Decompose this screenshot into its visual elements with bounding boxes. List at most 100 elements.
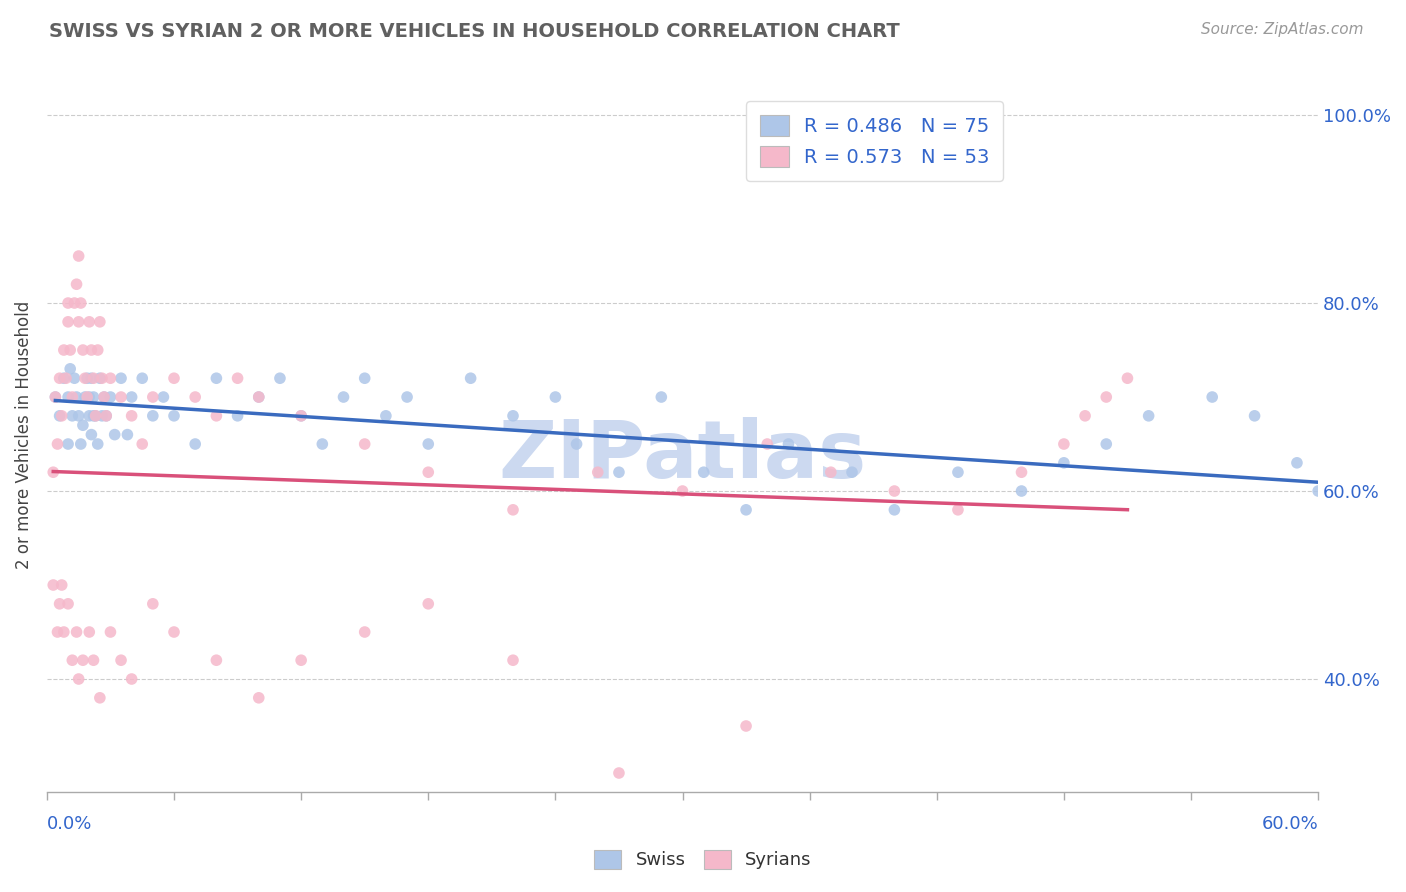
Point (77, 315, 100, 329)
Point (1350, 531, 1372, 545)
Point (59, 343, 82, 357)
Point (48, 597, 70, 611)
Point (1011, 483, 1033, 498)
Point (46, 625, 69, 640)
Point (110, 653, 132, 667)
Legend: Swiss, Syrians: Swiss, Syrians (585, 840, 821, 879)
Point (290, 409, 312, 423)
Point (110, 390, 132, 404)
Point (205, 409, 228, 423)
Point (163, 409, 186, 423)
Point (76, 371, 98, 385)
Point (110, 371, 132, 385)
Point (77, 409, 100, 423)
Point (883, 483, 905, 498)
Point (353, 625, 375, 640)
Point (42, 465, 65, 479)
Point (131, 437, 153, 451)
Point (142, 409, 165, 423)
Point (55, 371, 77, 385)
Point (65, 277, 87, 292)
Point (121, 390, 143, 404)
Point (67, 249, 90, 263)
Point (56, 315, 79, 329)
Point (544, 390, 567, 404)
Point (502, 503, 524, 517)
Point (69, 296, 91, 310)
Point (374, 409, 396, 423)
Point (56, 437, 79, 451)
Point (52, 625, 75, 640)
Point (83, 371, 105, 385)
Point (56, 597, 79, 611)
Point (48, 371, 70, 385)
Point (80, 427, 103, 442)
Point (77, 625, 100, 640)
Point (1285, 456, 1308, 470)
Point (1116, 371, 1139, 385)
Point (565, 437, 588, 451)
Point (65, 625, 87, 640)
Point (46, 437, 69, 451)
Point (841, 465, 863, 479)
Point (117, 427, 139, 442)
Point (756, 437, 779, 451)
Point (205, 653, 228, 667)
Point (76, 390, 98, 404)
Point (1392, 437, 1406, 451)
Point (44, 390, 66, 404)
Point (67, 672, 90, 686)
Point (77, 390, 100, 404)
Point (67, 409, 90, 423)
Point (184, 390, 207, 404)
Point (56, 296, 79, 310)
Text: ZIPatlas: ZIPatlas (498, 417, 866, 495)
Point (586, 465, 609, 479)
Point (83, 653, 105, 667)
Point (131, 371, 153, 385)
Point (152, 390, 174, 404)
Point (1308, 483, 1330, 498)
Point (311, 437, 333, 451)
Point (84, 409, 107, 423)
Point (290, 653, 312, 667)
Point (290, 409, 312, 423)
Point (93, 390, 115, 404)
Point (83, 409, 105, 423)
Point (89, 371, 111, 385)
Point (100, 390, 122, 404)
Point (650, 390, 672, 404)
Point (72, 653, 94, 667)
Point (80, 343, 103, 357)
Point (692, 465, 714, 479)
Point (1243, 409, 1265, 423)
Point (396, 390, 419, 404)
Point (42, 578, 65, 592)
Point (89, 315, 111, 329)
Point (163, 625, 186, 640)
Point (96, 409, 118, 423)
Point (60, 390, 83, 404)
Point (247, 690, 270, 705)
Point (121, 409, 143, 423)
Point (87, 343, 110, 357)
Text: SWISS VS SYRIAN 2 OR MORE VEHICLES IN HOUSEHOLD CORRELATION CHART: SWISS VS SYRIAN 2 OR MORE VEHICLES IN HO… (49, 22, 900, 41)
Point (163, 371, 186, 385)
Point (44, 390, 66, 404)
Point (735, 719, 758, 733)
Point (247, 390, 270, 404)
Point (418, 437, 440, 451)
Point (52, 371, 75, 385)
Point (205, 371, 228, 385)
Point (52, 343, 75, 357)
Text: 60.0%: 60.0% (1261, 815, 1319, 833)
Point (91, 409, 114, 423)
Point (93, 390, 115, 404)
Point (121, 672, 143, 686)
Point (226, 371, 249, 385)
Point (56, 390, 79, 404)
Point (1095, 437, 1118, 451)
Point (87, 437, 110, 451)
Point (84, 409, 107, 423)
Point (72, 343, 94, 357)
